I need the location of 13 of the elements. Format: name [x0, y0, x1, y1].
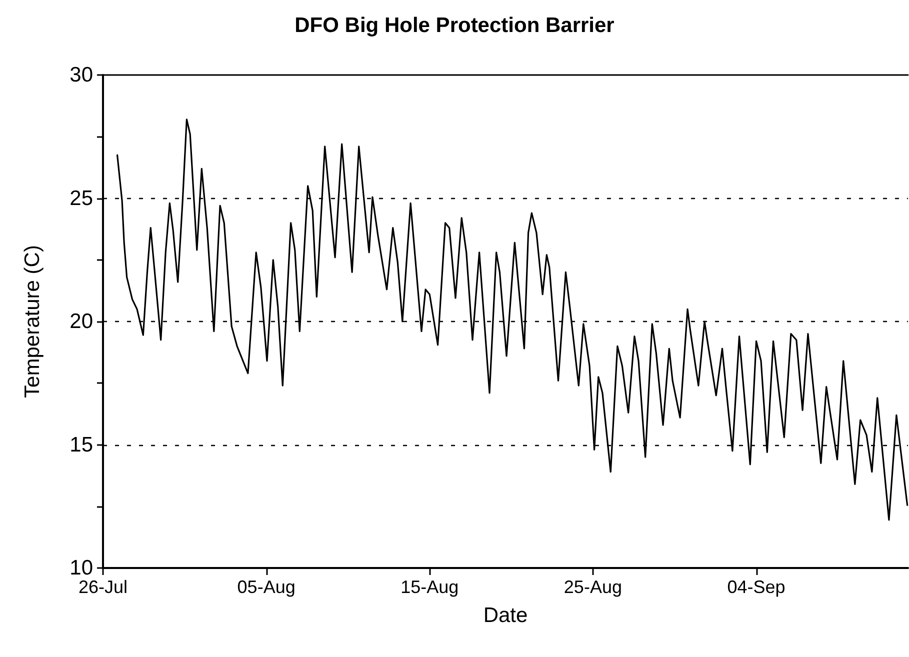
y-axis-title: Temperature (C) — [21, 245, 44, 398]
y-tick-label: 30 — [70, 64, 93, 86]
x-tick-label: 04-Sep — [727, 577, 786, 597]
x-axis-title: Date — [483, 604, 528, 627]
x-tick-label: 05-Aug — [237, 577, 296, 597]
y-tick-label: 10 — [70, 556, 93, 580]
y-tick-label: 15 — [70, 433, 93, 456]
x-tick-label: 25-Aug — [564, 577, 622, 597]
x-tick-label: 15-Aug — [400, 577, 459, 597]
x-tick-label: 26-Jul — [78, 577, 128, 597]
y-tick-label: 20 — [70, 310, 93, 333]
chart-title: DFO Big Hole Protection Barrier — [294, 14, 614, 37]
y-tick-label: 25 — [70, 186, 93, 210]
